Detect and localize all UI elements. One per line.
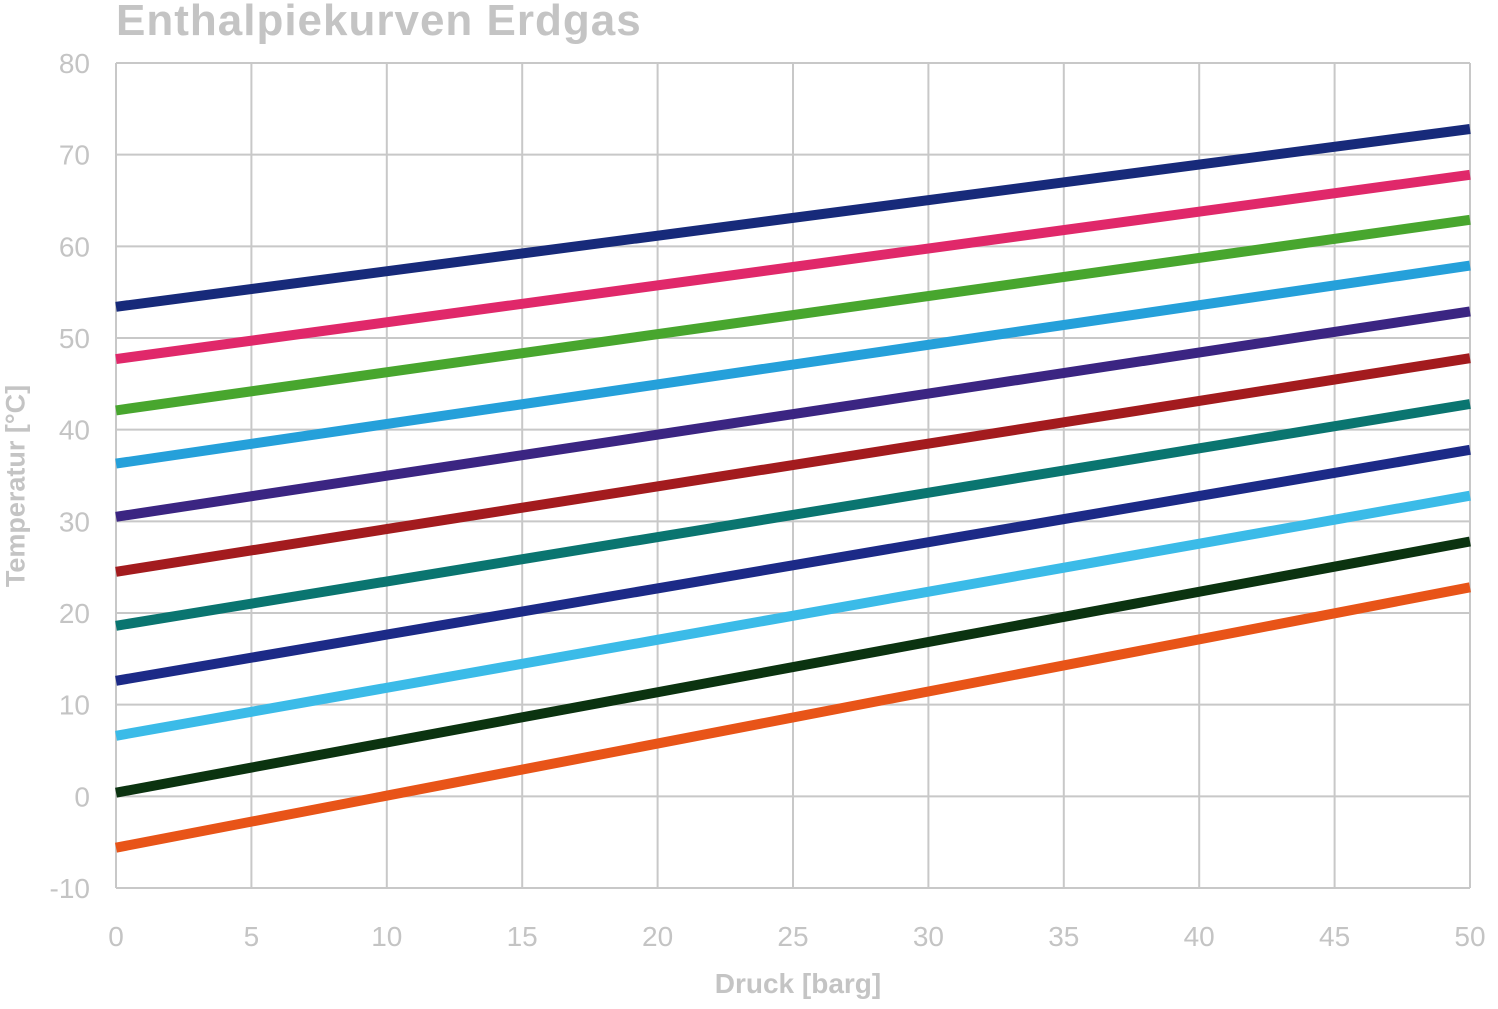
x-tick-label: 10	[371, 921, 402, 952]
y-tick-label: 60	[59, 231, 90, 262]
series-line-7	[115, 399, 1471, 631]
x-tick-label: 30	[913, 921, 944, 952]
series-layer	[115, 124, 1471, 853]
x-tick-label: 50	[1454, 921, 1485, 952]
y-tick-label: 0	[74, 781, 90, 812]
series-line-2	[115, 169, 1471, 365]
y-tick-label: 80	[59, 48, 90, 79]
y-tick-label: -10	[50, 873, 90, 904]
y-tick-label: 10	[59, 690, 90, 721]
x-tick-label: 45	[1319, 921, 1350, 952]
x-tick-label: 0	[108, 921, 124, 952]
y-tick-label: 20	[59, 598, 90, 629]
x-tick-label: 5	[244, 921, 260, 952]
series-line-9	[115, 490, 1471, 741]
series-line-11	[115, 582, 1471, 853]
x-tick-label: 20	[642, 921, 673, 952]
series-line-8	[115, 444, 1471, 686]
series-line-3	[115, 214, 1471, 416]
x-axis-ticks: 0 5 10 15 20 25 30 35 40 45 50	[108, 921, 1485, 952]
y-tick-label: 30	[59, 506, 90, 537]
y-tick-label: 70	[59, 140, 90, 171]
x-tick-label: 35	[1048, 921, 1079, 952]
series-line-4	[115, 260, 1471, 469]
x-tick-label: 15	[507, 921, 538, 952]
series-line-1	[115, 124, 1471, 312]
series-line-5	[115, 306, 1471, 522]
x-axis-label: Druck [barg]	[714, 968, 882, 999]
y-tick-label: 40	[59, 415, 90, 446]
chart-title: Enthalpiekurven Erdgas	[116, 0, 642, 45]
y-tick-label: 50	[59, 323, 90, 354]
y-axis-ticks: 80 70 60 50 40 30 20 10 0 -10	[50, 48, 90, 904]
x-tick-label: 25	[777, 921, 808, 952]
series-line-6	[115, 353, 1471, 577]
series-line-10	[115, 536, 1471, 798]
x-tick-label: 40	[1184, 921, 1215, 952]
grid	[115, 62, 1471, 889]
y-axis-label: Temperatur [°C]	[0, 384, 31, 588]
